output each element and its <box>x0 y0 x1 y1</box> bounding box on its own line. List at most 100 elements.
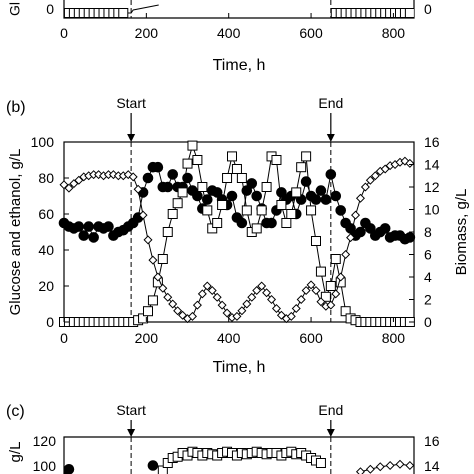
panel-b-series-2-point-49 <box>301 285 311 296</box>
panel-b-annotation-0-arrowhead <box>127 134 136 142</box>
panel-b-series-1-point-27 <box>192 155 203 165</box>
panel-b-series-2-point-28 <box>197 289 207 299</box>
panel-b-series-2-point-26 <box>187 311 197 321</box>
panel-b-series-2-point-23 <box>173 306 183 316</box>
panel-c-annotation-0-label: Start <box>116 402 146 418</box>
panel-b-series-2-point-44 <box>276 310 286 320</box>
panel-b-right-axis-label: Biomass, g/L <box>453 189 470 276</box>
panel-c-series-2-point-2 <box>375 462 385 472</box>
panel-b-series-0-point-49 <box>300 176 312 187</box>
panel-b-series-1-point-41 <box>261 182 272 192</box>
panel-b-series-2-point-20 <box>158 283 168 293</box>
panel-c-annotation-0-arrowhead <box>127 429 136 437</box>
panel-b-series-2-point-65 <box>380 164 390 174</box>
panel-c-plot <box>64 446 414 474</box>
panel-b-series-1-point-17 <box>143 306 153 317</box>
panel-b-series-0-point-52 <box>315 185 327 196</box>
panel-c: (c) Start End g/L 120 100 16 14 <box>6 402 440 474</box>
panel-c-left-axis-label-fragment: g/L <box>7 442 24 463</box>
panel-b-series-1-point-33 <box>222 173 233 183</box>
panel-b-series-0-point-3 <box>73 221 85 232</box>
panel-b-series-2-point-62 <box>365 175 375 185</box>
panel-b-series-0-point-36 <box>236 217 248 229</box>
panel-b-plot <box>58 140 416 327</box>
panel-b-right-tick-label-2: 4 <box>424 269 432 285</box>
panel-b-series-0-point-31 <box>211 187 223 198</box>
panel-c-series-2-point-1 <box>365 464 375 474</box>
panel-b-series-2-point-31 <box>212 292 222 302</box>
panel-a-point-12 <box>118 8 129 18</box>
panel-b-series-2-point-36 <box>237 306 247 316</box>
panel-b-label: (b) <box>6 99 26 116</box>
panel-c-series-2-point-4 <box>395 459 405 469</box>
panel-a: 0 200 400 600 800 Gl 0 0 Time, h <box>7 0 432 74</box>
panel-b-series-1-point-28 <box>197 182 208 192</box>
panel-b-series-2-point-33 <box>222 308 232 318</box>
panel-b-series-2-point-70 <box>405 158 415 168</box>
panel-b-series-1-point-25 <box>182 158 193 169</box>
panel-b-annotation-1-label: End <box>318 95 343 111</box>
panel-b-series-2-point-2 <box>69 179 79 189</box>
panel-c-series-0-point-32 <box>315 458 326 468</box>
panel-b-series-2-point-43 <box>271 303 281 314</box>
panel-b-series-1-point-20 <box>157 254 168 264</box>
panel-b-left-tick-label-2: 40 <box>38 242 54 258</box>
panel-b-series-0-point-56 <box>335 205 347 216</box>
panel-a-x-tick-label-0: 0 <box>60 25 68 41</box>
panel-b-series-2-point-63 <box>370 171 380 181</box>
panel-c-frame <box>63 436 415 474</box>
panel-b-series-1-point-32 <box>217 200 228 210</box>
panel-b-series-1-point-26 <box>187 140 198 151</box>
panel-b-series-2-point-56 <box>336 272 346 282</box>
panel-b-right-tick-label-5: 10 <box>424 202 440 218</box>
panel-b-series-2-point-52 <box>316 297 326 307</box>
panel-b-series-1-point-21 <box>162 227 173 237</box>
panel-b-series-2-point-54 <box>326 300 336 310</box>
panel-b-series-2-point-38 <box>247 292 257 302</box>
panel-b-series-1-point-43 <box>271 155 282 165</box>
panel-b-series-2-point-42 <box>267 294 277 305</box>
panel-b-x-tick-label-2: 400 <box>217 330 241 346</box>
panel-c-annotation-1-label: End <box>318 402 343 418</box>
panel-b-series-2-point-40 <box>257 281 267 291</box>
panel-b-series-1-point-48 <box>296 162 307 173</box>
panel-b-right-ticks: 0 2 4 6 8 10 12 14 16 <box>409 134 440 330</box>
panel-c-series-1-point-2 <box>147 460 159 471</box>
panel-b-series-1-point-18 <box>147 295 158 306</box>
panel-a-x-tick-label-2: 400 <box>217 25 241 41</box>
panel-b-left-ticks: 0 20 40 60 80 100 <box>31 134 69 330</box>
panel-b-series-2-point-41 <box>262 288 272 298</box>
panel-b-left-tick-label-1: 20 <box>38 278 54 294</box>
panel-b-left-tick-label-3: 60 <box>38 206 54 222</box>
panel-b-series-1-point-54 <box>325 281 336 291</box>
panel-b-series-1-point-49 <box>301 151 312 162</box>
panel-b-series-0-point-39 <box>251 190 263 202</box>
panel-b-series-0-point-21 <box>162 181 174 193</box>
panel-b-series-2-point-3 <box>74 175 84 185</box>
panel-b-series-1-point-37 <box>241 205 252 216</box>
panel-b-series-2-point-39 <box>252 285 262 296</box>
panel-b-series-1-point-51 <box>311 236 321 246</box>
panel-a-x-tick-label-1: 200 <box>135 25 159 41</box>
panel-a-right-tick-0: 0 <box>424 1 432 17</box>
panel-b-series-2-point-35 <box>232 311 242 321</box>
panel-c-annotations: Start End <box>116 402 343 474</box>
panel-b-series-0-point-38 <box>246 178 258 189</box>
panel-b-series-2-point-61 <box>360 182 370 192</box>
panel-b-left-axis-label: Glucose and ethanol, g/L <box>7 149 24 316</box>
panel-a-x-axis-label: Time, h <box>213 57 266 74</box>
panel-b-series-1-point-44 <box>276 200 287 210</box>
panel-b-series-1-point-35 <box>231 164 242 174</box>
panel-b-series-2-point-30 <box>207 285 217 296</box>
panel-b-series-0-point-27 <box>192 190 203 202</box>
panel-b-right-tick-label-4: 8 <box>424 224 432 240</box>
panel-a-left-tick-0: 0 <box>46 1 54 17</box>
panel-b-series-2-point-17 <box>143 235 153 245</box>
panel-b-series-0-point-53 <box>320 194 332 205</box>
panel-b-series-2-point-37 <box>242 299 252 309</box>
panel-b-left-tick-label-4: 80 <box>38 170 54 186</box>
panel-c-left-tick-1: 100 <box>33 458 57 474</box>
panel-b-series-2-point-27 <box>192 300 202 310</box>
panel-a-plot <box>64 0 414 18</box>
panel-c-annotation-1-arrowhead <box>326 429 335 437</box>
